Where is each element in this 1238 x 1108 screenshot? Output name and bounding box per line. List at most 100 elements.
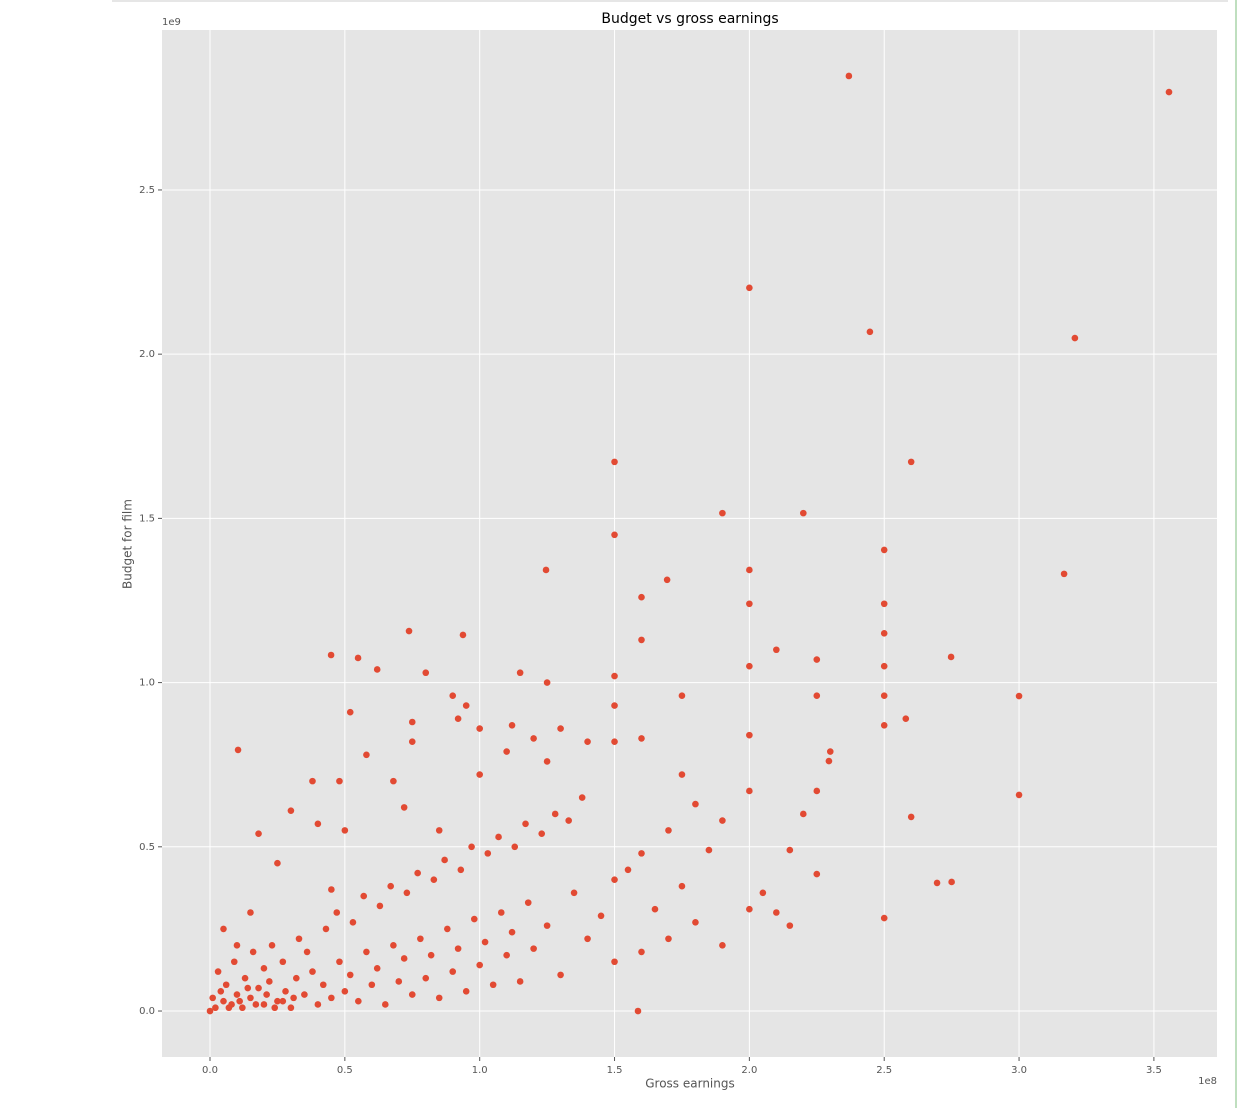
point bbox=[435, 994, 443, 1002]
point bbox=[530, 735, 537, 742]
point bbox=[422, 974, 430, 982]
point bbox=[880, 546, 888, 554]
point bbox=[508, 721, 516, 729]
point bbox=[746, 905, 753, 913]
point bbox=[530, 945, 537, 952]
point bbox=[309, 777, 316, 785]
point bbox=[225, 1004, 233, 1012]
point bbox=[1015, 791, 1023, 799]
x-tick-label: 3.5 bbox=[1146, 1065, 1162, 1076]
point bbox=[746, 731, 753, 739]
x-axis-label: Gross earnings bbox=[645, 1077, 735, 1091]
point bbox=[233, 942, 241, 949]
point bbox=[719, 817, 726, 824]
point bbox=[290, 994, 297, 1002]
point bbox=[880, 692, 888, 700]
point bbox=[260, 965, 268, 972]
point bbox=[252, 1001, 260, 1008]
point bbox=[247, 994, 254, 1002]
point bbox=[484, 850, 492, 857]
point bbox=[255, 984, 262, 992]
point bbox=[209, 994, 217, 1002]
point bbox=[746, 284, 753, 292]
point bbox=[271, 1004, 279, 1012]
point bbox=[800, 810, 807, 818]
point bbox=[719, 509, 726, 517]
point bbox=[524, 899, 532, 906]
point bbox=[611, 876, 618, 883]
point bbox=[368, 981, 376, 989]
point bbox=[454, 715, 462, 723]
point bbox=[542, 566, 550, 574]
point bbox=[390, 777, 397, 785]
point bbox=[692, 800, 699, 808]
point bbox=[206, 1007, 214, 1015]
point bbox=[611, 458, 618, 466]
point bbox=[268, 942, 276, 949]
x-tick-label: 3.0 bbox=[1011, 1065, 1027, 1076]
point bbox=[405, 627, 413, 635]
point bbox=[746, 600, 753, 608]
point bbox=[400, 804, 408, 811]
point bbox=[516, 978, 524, 985]
point bbox=[220, 925, 227, 933]
point bbox=[360, 892, 368, 900]
point bbox=[230, 958, 238, 966]
point bbox=[516, 669, 524, 677]
point bbox=[395, 978, 403, 985]
point bbox=[241, 974, 249, 982]
point bbox=[880, 600, 888, 608]
point bbox=[341, 827, 349, 834]
point bbox=[263, 991, 270, 998]
point bbox=[543, 679, 551, 686]
point bbox=[746, 566, 753, 574]
point bbox=[1071, 334, 1079, 342]
point bbox=[813, 870, 821, 878]
point bbox=[705, 846, 713, 854]
point bbox=[244, 984, 252, 992]
point bbox=[584, 935, 591, 943]
point bbox=[481, 938, 489, 946]
point bbox=[503, 748, 510, 755]
chart-title: Budget vs gross earnings bbox=[601, 11, 778, 27]
point bbox=[287, 1004, 295, 1012]
point bbox=[825, 757, 833, 765]
point bbox=[408, 991, 416, 998]
point bbox=[880, 914, 888, 922]
point bbox=[786, 922, 794, 929]
point bbox=[403, 889, 411, 897]
point bbox=[376, 902, 384, 910]
x-tick-label: 2.5 bbox=[876, 1065, 892, 1076]
point bbox=[441, 856, 448, 864]
point bbox=[1060, 570, 1068, 578]
point bbox=[247, 909, 254, 916]
point bbox=[435, 827, 443, 834]
point bbox=[387, 882, 394, 890]
point bbox=[476, 961, 483, 969]
point bbox=[462, 988, 470, 995]
point bbox=[557, 725, 564, 732]
point bbox=[611, 531, 618, 539]
point bbox=[476, 725, 483, 732]
point bbox=[634, 1007, 642, 1015]
point bbox=[470, 915, 478, 923]
x-tick-label: 1.5 bbox=[607, 1065, 623, 1076]
plot-area bbox=[162, 30, 1217, 1057]
point bbox=[597, 912, 605, 920]
point bbox=[354, 654, 362, 662]
point bbox=[314, 1001, 322, 1008]
point bbox=[444, 925, 451, 933]
point bbox=[363, 948, 370, 956]
y-tick-label: 2.5 bbox=[139, 185, 155, 196]
point bbox=[274, 997, 281, 1005]
point bbox=[813, 692, 821, 700]
point bbox=[638, 948, 645, 956]
point bbox=[907, 813, 915, 821]
point bbox=[476, 771, 483, 778]
point bbox=[538, 830, 546, 837]
point bbox=[249, 948, 257, 956]
point bbox=[462, 702, 470, 709]
point bbox=[489, 981, 497, 989]
point bbox=[309, 968, 316, 975]
point bbox=[328, 886, 335, 893]
